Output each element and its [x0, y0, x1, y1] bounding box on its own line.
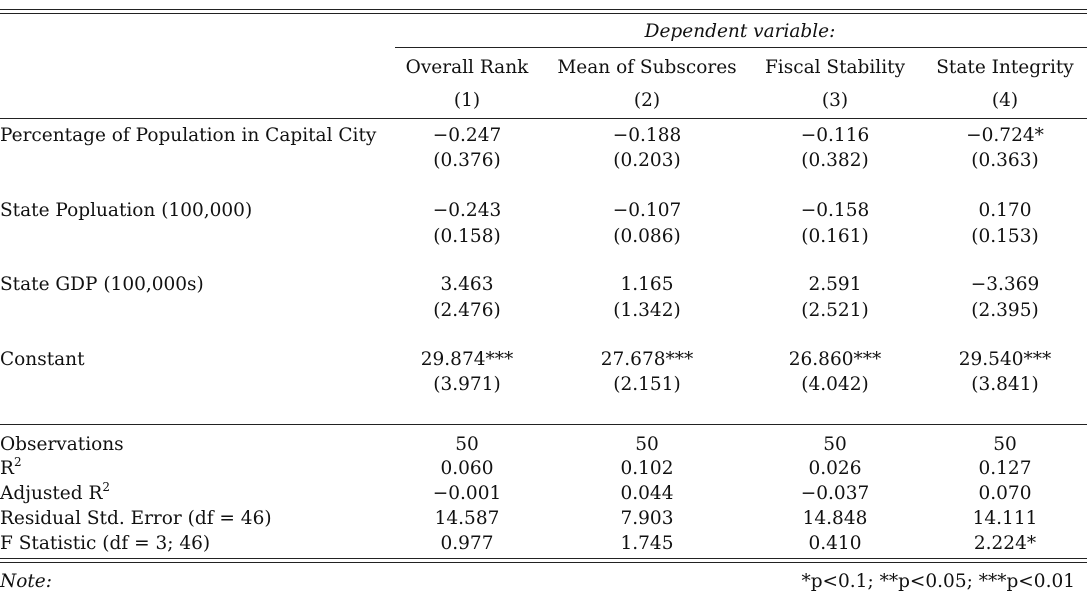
bottom-rule-1 [0, 558, 1087, 559]
column-number-1: (1) [453, 90, 481, 111]
std-error-cell: (0.161) [801, 226, 869, 247]
estimate-cell: 2.591 [808, 274, 862, 295]
stat-cell: 2.224* [973, 533, 1037, 554]
estimate-cell: −0.116 [800, 125, 870, 146]
estimate-cell: 3.463 [440, 274, 494, 295]
std-error-cell: (2.151) [613, 374, 681, 395]
estimate-cell: −0.188 [612, 125, 682, 146]
std-error-cell: (2.395) [971, 300, 1039, 321]
stat-cell: 7.903 [620, 508, 674, 529]
std-error-cell: (0.376) [433, 150, 501, 171]
stat-cell: −0.037 [800, 483, 870, 504]
column-header-1: Overall Rank [405, 57, 529, 78]
row-label-constant: Constant [0, 349, 85, 370]
stat-cell: 0.070 [978, 483, 1032, 504]
stat-cell: 0.127 [978, 458, 1032, 479]
column-header-3: Fiscal Stability [764, 57, 906, 78]
stat-cell: 0.060 [440, 458, 494, 479]
estimate-cell: 0.170 [978, 200, 1032, 221]
note-label: Note: [0, 571, 52, 592]
std-error-cell: (3.841) [971, 374, 1039, 395]
std-error-cell: (0.203) [613, 150, 681, 171]
stat-cell: 50 [635, 434, 659, 455]
row-label-state-population: State Popluation (100,000) [0, 200, 253, 221]
estimate-cell: −0.247 [432, 125, 502, 146]
std-error-cell: (0.382) [801, 150, 869, 171]
stat-label-adjusted-r-squared-text: Adjusted R [0, 483, 103, 504]
estimate-cell: −0.158 [800, 200, 870, 221]
dependent-variable-rule [395, 47, 1087, 48]
estimate-cell: −0.107 [612, 200, 682, 221]
std-error-cell: (2.521) [801, 300, 869, 321]
column-number-2: (2) [633, 90, 661, 111]
estimate-cell: −0.243 [432, 200, 502, 221]
std-error-cell: (3.971) [433, 374, 501, 395]
dependent-variable-label: Dependent variable: [644, 21, 836, 42]
estimate-cell: −0.724* [966, 125, 1044, 146]
stat-cell: 1.745 [620, 533, 674, 554]
row-label-state-gdp: State GDP (100,000s) [0, 274, 204, 295]
std-error-cell: (0.363) [971, 150, 1039, 171]
stat-label-f-statistic: F Statistic (df = 3; 46) [0, 533, 211, 554]
column-header-2: Mean of Subscores [557, 57, 737, 78]
stat-cell: 0.044 [620, 483, 674, 504]
top-rule-1 [0, 9, 1087, 10]
std-error-cell: (0.086) [613, 226, 681, 247]
std-error-cell: (2.476) [433, 300, 501, 321]
estimate-cell: 1.165 [620, 274, 674, 295]
stat-label-observations: Observations [0, 434, 124, 455]
stat-cell: 0.102 [620, 458, 674, 479]
stat-cell: −0.001 [432, 483, 502, 504]
estimate-cell: 29.874*** [420, 349, 514, 370]
estimate-cell: 26.860*** [788, 349, 882, 370]
std-error-cell: (4.042) [801, 374, 869, 395]
stat-cell: 0.977 [440, 533, 494, 554]
column-header-4: State Integrity [936, 57, 1074, 78]
superscript-two: 2 [13, 454, 22, 469]
estimate-cell: −3.369 [970, 274, 1040, 295]
stat-cell: 14.111 [972, 508, 1038, 529]
stat-cell: 50 [993, 434, 1017, 455]
header-rule [0, 118, 1087, 119]
stat-label-residual-std-error: Residual Std. Error (df = 46) [0, 508, 272, 529]
stat-cell: 0.026 [808, 458, 862, 479]
column-number-4: (4) [991, 90, 1019, 111]
estimate-cell: 29.540*** [958, 349, 1052, 370]
std-error-cell: (1.342) [613, 300, 681, 321]
std-error-cell: (0.158) [433, 226, 501, 247]
stat-label-r-squared: R2 [0, 454, 22, 480]
stats-rule [0, 424, 1087, 425]
stat-cell: 14.587 [434, 508, 500, 529]
stat-cell: 50 [823, 434, 847, 455]
stat-cell: 0.410 [808, 533, 862, 554]
stat-label-adjusted-r-squared: Adjusted R2 [0, 479, 111, 505]
std-error-cell: (0.153) [971, 226, 1039, 247]
row-label-capital-population: Percentage of Population in Capital City [0, 125, 377, 146]
column-number-3: (3) [821, 90, 849, 111]
superscript-two: 2 [102, 479, 111, 494]
stat-cell: 14.848 [802, 508, 868, 529]
stat-label-r-squared-text: R [0, 458, 14, 479]
bottom-rule-2 [0, 562, 1087, 563]
stat-cell: 50 [455, 434, 479, 455]
top-rule-2 [0, 13, 1087, 14]
estimate-cell: 27.678*** [600, 349, 694, 370]
significance-note: *p<0.1; **p<0.05; ***p<0.01 [801, 571, 1075, 592]
